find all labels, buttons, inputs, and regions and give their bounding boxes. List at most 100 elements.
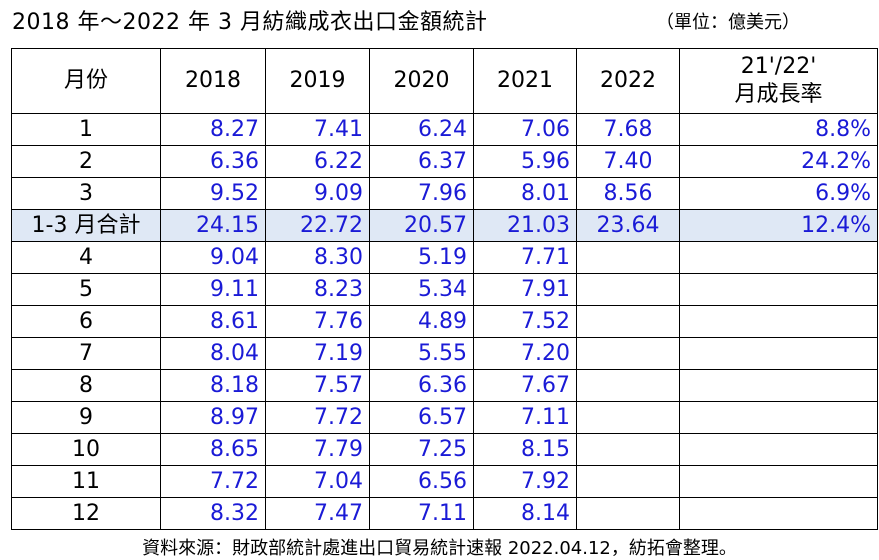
cell-2020: 5.55 <box>369 337 474 370</box>
export-table: 月份 2018 2019 2020 2021 2022 21'/22' 月成長率… <box>11 48 878 530</box>
cell-month: 3 <box>11 177 161 210</box>
cell-2018: 8.61 <box>160 305 266 338</box>
cell-2018: 8.32 <box>160 497 266 530</box>
cell-2022: 7.68 <box>576 113 680 146</box>
page-title: 2018 年～2022 年 3 月紡織成衣出口金額統計 <box>12 10 488 35</box>
cell-2018: 8.04 <box>160 337 266 370</box>
table-row: 2 6.36 6.22 6.37 5.96 7.40 24.2% <box>11 145 878 178</box>
cell-2019: 7.04 <box>265 465 370 498</box>
table-row: 6 8.61 7.76 4.89 7.52 <box>11 305 878 338</box>
cell-2020: 6.24 <box>369 113 474 146</box>
cell-2021: 7.91 <box>473 273 577 306</box>
source-note: 資料來源：財政部統計處進出口貿易統計速報 2022.04.12，紡拓會整理。 <box>142 538 737 559</box>
cell-growth-rate <box>679 273 878 306</box>
table-row: 1 8.27 7.41 6.24 7.06 7.68 8.8% <box>11 113 878 146</box>
table-header: 月份 2018 2019 2020 2021 2022 21'/22' 月成長率 <box>11 48 878 114</box>
header-2018: 2018 <box>160 48 266 114</box>
header-row: 月份 2018 2019 2020 2021 2022 21'/22' 月成長率 <box>11 48 878 114</box>
cell-2018: 24.15 <box>160 209 266 242</box>
cell-month: 7 <box>11 337 161 370</box>
header-2022: 2022 <box>576 48 680 114</box>
cell-2019: 7.76 <box>265 305 370 338</box>
cell-2022 <box>576 465 680 498</box>
cell-growth-rate <box>679 241 878 274</box>
cell-2019: 7.72 <box>265 401 370 434</box>
header-2021: 2021 <box>473 48 577 114</box>
cell-2019: 7.41 <box>265 113 370 146</box>
cell-2021: 7.20 <box>473 337 577 370</box>
table-row: 8 8.18 7.57 6.36 7.67 <box>11 369 878 402</box>
cell-2021: 8.14 <box>473 497 577 530</box>
cell-month: 1-3 月合計 <box>11 209 161 242</box>
cell-growth-rate: 8.8% <box>679 113 878 146</box>
cell-growth-rate <box>679 433 878 466</box>
cell-2021: 7.06 <box>473 113 577 146</box>
cell-2020: 5.34 <box>369 273 474 306</box>
cell-month: 12 <box>11 497 161 530</box>
cell-2020: 5.19 <box>369 241 474 274</box>
cell-2021: 7.11 <box>473 401 577 434</box>
cell-month: 5 <box>11 273 161 306</box>
cell-growth-rate <box>679 465 878 498</box>
cell-2021: 5.96 <box>473 145 577 178</box>
cell-2022 <box>576 241 680 274</box>
cell-2018: 8.97 <box>160 401 266 434</box>
cell-2018: 9.52 <box>160 177 266 210</box>
cell-growth-rate: 24.2% <box>679 145 878 178</box>
cell-2021: 7.92 <box>473 465 577 498</box>
cell-2021: 7.67 <box>473 369 577 402</box>
cell-2019: 7.19 <box>265 337 370 370</box>
cell-2019: 22.72 <box>265 209 370 242</box>
table-row: 11 7.72 7.04 6.56 7.92 <box>11 465 878 498</box>
table-row: 5 9.11 8.23 5.34 7.91 <box>11 273 878 306</box>
cell-growth-rate <box>679 337 878 370</box>
cell-2020: 6.37 <box>369 145 474 178</box>
header-2020: 2020 <box>369 48 474 114</box>
cell-growth-rate <box>679 497 878 530</box>
cell-month: 1 <box>11 113 161 146</box>
cell-2019: 7.57 <box>265 369 370 402</box>
cell-2022 <box>576 497 680 530</box>
cell-2020: 20.57 <box>369 209 474 242</box>
header-growth-line2: 月成長率 <box>734 82 823 107</box>
cell-2020: 7.25 <box>369 433 474 466</box>
table-row: 9 8.97 7.72 6.57 7.11 <box>11 401 878 434</box>
table-row: 4 9.04 8.30 5.19 7.71 <box>11 241 878 274</box>
cell-2022: 7.40 <box>576 145 680 178</box>
cell-2019: 9.09 <box>265 177 370 210</box>
cell-2020: 7.11 <box>369 497 474 530</box>
cell-2022 <box>576 401 680 434</box>
table-row: 7 8.04 7.19 5.55 7.20 <box>11 337 878 370</box>
cell-2022: 23.64 <box>576 209 680 242</box>
summary-row: 1-3 月合計 24.15 22.72 20.57 21.03 23.64 12.4% <box>11 209 878 242</box>
table-row: 3 9.52 9.09 7.96 8.01 8.56 6.9% <box>11 177 878 210</box>
cell-growth-rate <box>679 401 878 434</box>
cell-growth-rate <box>679 305 878 338</box>
cell-growth-rate: 6.9% <box>679 177 878 210</box>
cell-month: 2 <box>11 145 161 178</box>
cell-month: 9 <box>11 401 161 434</box>
table-row: 12 8.32 7.47 7.11 8.14 <box>11 497 878 530</box>
cell-2019: 7.47 <box>265 497 370 530</box>
table-body: 1 8.27 7.41 6.24 7.06 7.68 8.8% 2 6.36 6.22 6.37 5.… <box>11 113 878 530</box>
cell-2019: 6.22 <box>265 145 370 178</box>
cell-2021: 7.71 <box>473 241 577 274</box>
cell-2022 <box>576 433 680 466</box>
cell-month: 4 <box>11 241 161 274</box>
cell-2018: 6.36 <box>160 145 266 178</box>
cell-2022: 8.56 <box>576 177 680 210</box>
cell-growth-rate: 12.4% <box>679 209 878 242</box>
cell-2019: 8.30 <box>265 241 370 274</box>
cell-month: 11 <box>11 465 161 498</box>
cell-2018: 8.27 <box>160 113 266 146</box>
cell-month: 8 <box>11 369 161 402</box>
cell-2021: 7.52 <box>473 305 577 338</box>
cell-2019: 8.23 <box>265 273 370 306</box>
cell-2022 <box>576 305 680 338</box>
cell-2022 <box>576 337 680 370</box>
unit-label: （單位：億美元） <box>656 12 800 33</box>
header-2019: 2019 <box>265 48 370 114</box>
cell-2021: 8.01 <box>473 177 577 210</box>
cell-month: 10 <box>11 433 161 466</box>
cell-2020: 6.57 <box>369 401 474 434</box>
